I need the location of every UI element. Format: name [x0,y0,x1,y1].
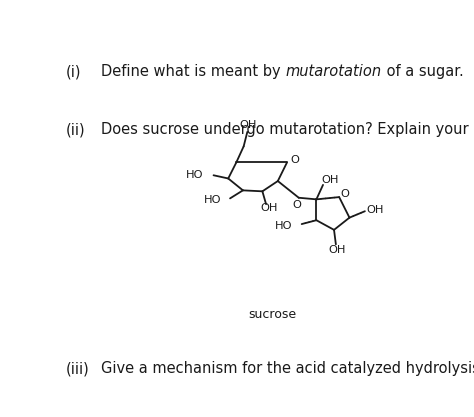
Text: Does sucrose undergo mutarotation? Explain your answer.: Does sucrose undergo mutarotation? Expla… [101,122,474,137]
Text: mutarotation: mutarotation [286,65,382,80]
Text: OH: OH [366,205,384,215]
Text: (iii): (iii) [66,362,90,377]
Text: HO: HO [186,170,203,180]
Text: HO: HO [275,221,292,231]
Text: sucrose: sucrose [248,309,296,322]
Text: HO: HO [203,195,221,205]
Text: of a sugar.: of a sugar. [382,65,464,80]
Text: O: O [340,189,349,199]
Text: OH: OH [240,121,257,131]
Text: Give a mechanism for the acid catalyzed hydrolysis of sucrose.: Give a mechanism for the acid catalyzed … [101,362,474,377]
Text: O: O [291,155,300,165]
Text: (ii): (ii) [66,122,85,137]
Text: OH: OH [328,245,346,255]
Text: OH: OH [260,203,278,214]
Text: OH: OH [321,175,339,185]
Text: (i): (i) [66,65,82,80]
Text: Define what is meant by: Define what is meant by [101,65,286,80]
Text: O: O [292,200,301,210]
